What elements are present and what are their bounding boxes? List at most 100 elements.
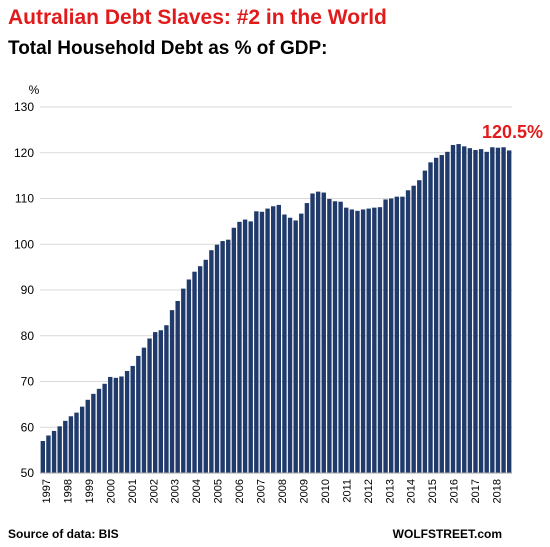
bar [366,208,371,473]
bar [108,376,113,473]
bar [124,370,130,473]
bar [96,388,102,473]
axes: 50 60 70 80 90 100 110 120 130 1997 1998 1999 2000 20… [14,100,512,503]
bar [332,201,338,473]
bar [507,150,512,473]
bar [433,157,439,473]
x-tick-label: 2006 [234,479,246,503]
bar [287,217,293,473]
bar [478,149,484,473]
bar [147,338,152,473]
bar [74,412,79,473]
bar [248,221,253,474]
y-tick-label: 70 [21,375,35,389]
bar [197,266,203,473]
y-tick-label: 120 [14,146,34,160]
y-axis-label: % [29,83,40,97]
x-tick-label: 1999 [84,479,96,503]
bar [321,192,326,474]
bar [203,259,208,473]
bar [450,144,456,473]
bar [91,393,96,473]
bar [467,148,473,473]
bar [102,383,107,473]
x-tick-label: 2005 [213,479,225,503]
x-tick-label: 2014 [406,479,418,503]
bar [141,347,147,473]
bar [456,144,461,473]
bar [130,365,135,473]
bar [501,147,506,473]
bar [136,355,141,473]
x-tick-label: 2004 [191,479,203,503]
brand-label: WOLFSTREET.com [392,527,502,541]
bar [40,440,45,473]
x-tick-label: 2011 [341,479,353,503]
x-tick-label: 2012 [363,479,375,503]
bar [164,325,169,473]
bar [360,209,366,474]
x-tick-label: 2003 [170,479,182,503]
bar [439,155,444,474]
source-note: Source of data: BIS [8,527,119,541]
bar [349,209,355,474]
bar [473,150,478,473]
bar [214,244,220,473]
bar [259,211,265,473]
bar [51,430,57,473]
bar [169,310,175,473]
y-tick-label: 110 [15,192,34,206]
bar [490,147,495,473]
chart-subtitle: Total Household Debt as % of GDP: [8,38,328,59]
x-tick-label: 1998 [63,479,75,503]
x-tick-label: 2013 [384,479,396,503]
bar [79,406,85,473]
bar [153,332,158,473]
chart-title: Autralian Debt Slaves: #2 in the World [8,6,387,29]
bar [293,220,298,473]
latest-value-callout: 120.5% [482,122,543,142]
bar [158,330,163,473]
bar [113,377,119,473]
bar [242,219,248,473]
bar [226,239,231,473]
bar [192,271,197,473]
bar [68,416,74,473]
bar [209,250,214,473]
x-tick-label: 2000 [105,479,117,503]
bar [254,211,259,473]
bar [220,241,225,473]
x-tick-label: 1997 [41,479,53,503]
bar [405,190,411,473]
bar [417,180,422,473]
bar [445,151,450,473]
bar [338,201,343,473]
x-tick-label: 2001 [127,479,139,503]
bar [389,198,394,473]
bar [383,199,388,474]
x-tick-label: 2018 [492,479,504,503]
x-tick-label: 2016 [449,479,461,503]
bar [394,196,399,474]
bar [422,170,428,473]
x-tick-label: 2007 [256,479,268,503]
bar [276,204,281,473]
bar-series [40,144,512,474]
y-tick-label: 60 [21,420,35,434]
bar [372,207,377,473]
y-tick-label: 90 [21,283,35,297]
bar [119,376,124,473]
bar [63,420,68,473]
bar [271,206,276,473]
bar [46,435,51,473]
bar [57,426,62,473]
y-tick-label: 130 [14,100,34,114]
bar [231,227,237,473]
bar [411,185,416,473]
bar [344,207,349,473]
bar [186,279,192,473]
x-tick-label: 2008 [277,479,289,503]
y-tick-label: 100 [14,237,34,251]
bar [310,193,315,473]
